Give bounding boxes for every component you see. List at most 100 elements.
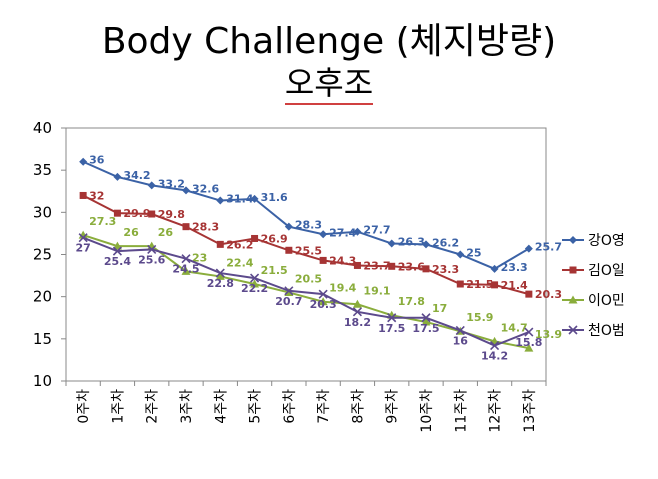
legend-label: 강O영 — [588, 233, 625, 249]
data-label: 26 — [158, 226, 174, 239]
data-point — [215, 271, 225, 280]
data-label: 29.8 — [158, 208, 185, 221]
data-label: 14.7 — [501, 321, 528, 334]
data-point — [318, 297, 328, 306]
data-label: 17.8 — [398, 295, 425, 308]
chart-subtitle: 오후조 — [0, 58, 658, 105]
y-tick-label: 15 — [33, 330, 52, 348]
y-tick-label: 25 — [33, 246, 52, 264]
chart-title: Body Challenge (체지방량) — [101, 21, 557, 62]
data-label: 22.2 — [241, 282, 268, 295]
data-point — [421, 317, 431, 326]
data-label: 22.8 — [207, 277, 234, 290]
data-label: 23.6 — [398, 260, 425, 273]
data-label: 15.8 — [515, 336, 542, 349]
data-point — [284, 222, 293, 231]
data-label: 27.3 — [89, 215, 116, 228]
data-point — [181, 254, 191, 264]
data-label: 33.2 — [158, 177, 185, 190]
x-tick-label: 8주차 — [350, 389, 366, 424]
data-label: 27.4 — [329, 226, 356, 239]
data-point — [284, 286, 294, 296]
data-label: 25 — [466, 247, 481, 260]
series-line — [82, 194, 530, 296]
data-label: 22.4 — [226, 256, 253, 269]
data-point — [285, 246, 293, 254]
data-label: 25.4 — [104, 255, 131, 268]
data-label: 26 — [123, 226, 139, 239]
data-label: 26.2 — [226, 238, 253, 251]
data-point — [319, 230, 328, 239]
data-point — [353, 227, 362, 236]
x-tick-label: 7주차 — [316, 389, 332, 424]
x-tick-label: 1주차 — [110, 389, 126, 424]
data-label: 13.9 — [535, 328, 562, 341]
data-point — [112, 246, 122, 256]
data-label: 19.1 — [363, 284, 390, 297]
data-label: 15.9 — [466, 311, 493, 324]
y-tick-label: 40 — [33, 119, 52, 137]
data-point — [250, 273, 260, 283]
data-point — [387, 239, 396, 248]
data-point — [147, 244, 157, 255]
data-point — [569, 236, 577, 244]
data-label: 17.5 — [412, 322, 439, 335]
data-point — [568, 325, 578, 335]
x-tick-label: 0주차 — [76, 389, 92, 424]
x-tick-label: 9주차 — [385, 389, 401, 424]
data-point — [524, 244, 533, 253]
data-point — [78, 230, 88, 239]
data-label: 23.3 — [432, 263, 459, 276]
data-point — [524, 327, 534, 337]
data-point — [251, 234, 259, 242]
data-label: 24.3 — [329, 254, 356, 267]
data-point — [181, 266, 191, 275]
data-point — [568, 295, 578, 304]
data-label: 17.5 — [378, 322, 405, 335]
x-tick-label: 11주차 — [453, 389, 469, 433]
data-point — [148, 210, 156, 218]
data-label: 29.9 — [123, 207, 150, 220]
data-label: 36 — [89, 154, 105, 167]
x-tick-label: 5주차 — [248, 389, 264, 424]
y-tick-label: 35 — [33, 161, 52, 179]
series-line — [82, 160, 530, 270]
data-label: 16 — [453, 334, 469, 347]
x-tick-label: 12주차 — [488, 389, 504, 433]
x-tick-label: 4주차 — [213, 389, 229, 424]
data-label: 26.2 — [432, 236, 459, 249]
chart-subtitle-text: 오후조 — [284, 64, 374, 105]
y-tick-label: 10 — [33, 372, 52, 390]
data-point — [491, 281, 499, 289]
data-point — [569, 266, 577, 274]
x-tick-label: 13주차 — [522, 389, 538, 433]
x-tick-label: 6주차 — [282, 389, 298, 424]
data-label: 32 — [89, 189, 104, 202]
data-point — [456, 280, 464, 288]
legend-label: 김O일 — [588, 263, 625, 279]
x-tick-label: 2주차 — [145, 389, 161, 424]
data-point — [422, 265, 430, 273]
data-point — [352, 307, 362, 317]
series-line — [82, 236, 530, 347]
data-point — [387, 313, 397, 323]
data-label: 34.2 — [123, 169, 150, 182]
data-label: 20.3 — [310, 298, 337, 311]
data-label: 19.4 — [329, 282, 356, 295]
data-label: 20.7 — [275, 295, 302, 308]
legend-label: 이O민 — [588, 293, 625, 309]
data-point — [112, 241, 122, 250]
data-point — [78, 233, 88, 243]
data-label: 25.6 — [138, 253, 165, 266]
data-label: 21.4 — [501, 279, 528, 292]
data-label: 21.5 — [466, 278, 493, 291]
data-label: 21.5 — [261, 264, 288, 277]
data-point — [113, 209, 121, 217]
legend-label: 천O범 — [588, 323, 625, 339]
data-label: 23.3 — [501, 261, 528, 274]
x-tick-label: 10주차 — [419, 389, 435, 433]
data-point — [422, 240, 430, 249]
data-point — [250, 279, 260, 288]
data-label: 31.6 — [261, 191, 288, 204]
